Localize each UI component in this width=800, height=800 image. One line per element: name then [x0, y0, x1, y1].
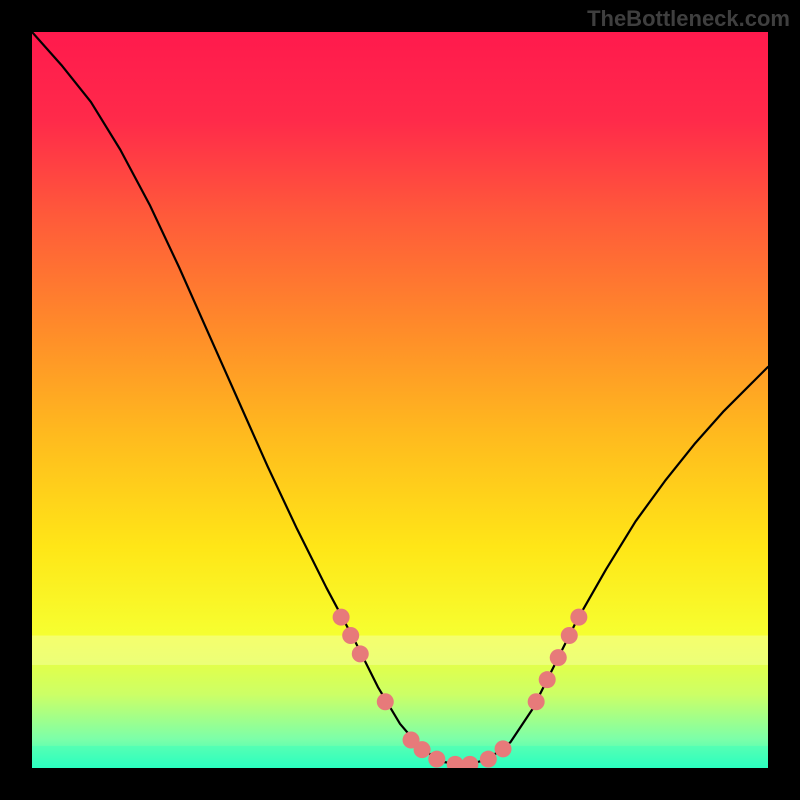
marker-dot [570, 609, 587, 626]
marker-dot [539, 671, 556, 688]
teal-band [32, 746, 768, 768]
marker-dot [333, 609, 350, 626]
marker-dot [377, 693, 394, 710]
marker-dot [342, 627, 359, 644]
marker-dot [495, 740, 512, 757]
watermark-text: TheBottleneck.com [587, 6, 790, 32]
marker-dot [528, 693, 545, 710]
pale-band [32, 636, 768, 665]
canvas-root: TheBottleneck.com [0, 0, 800, 800]
marker-dot [352, 645, 369, 662]
plot-area [32, 32, 768, 768]
marker-dot [414, 741, 431, 758]
marker-dot [550, 649, 567, 666]
marker-dot [561, 627, 578, 644]
marker-dot [480, 751, 497, 768]
plot-svg [32, 32, 768, 768]
marker-dot [428, 751, 445, 768]
